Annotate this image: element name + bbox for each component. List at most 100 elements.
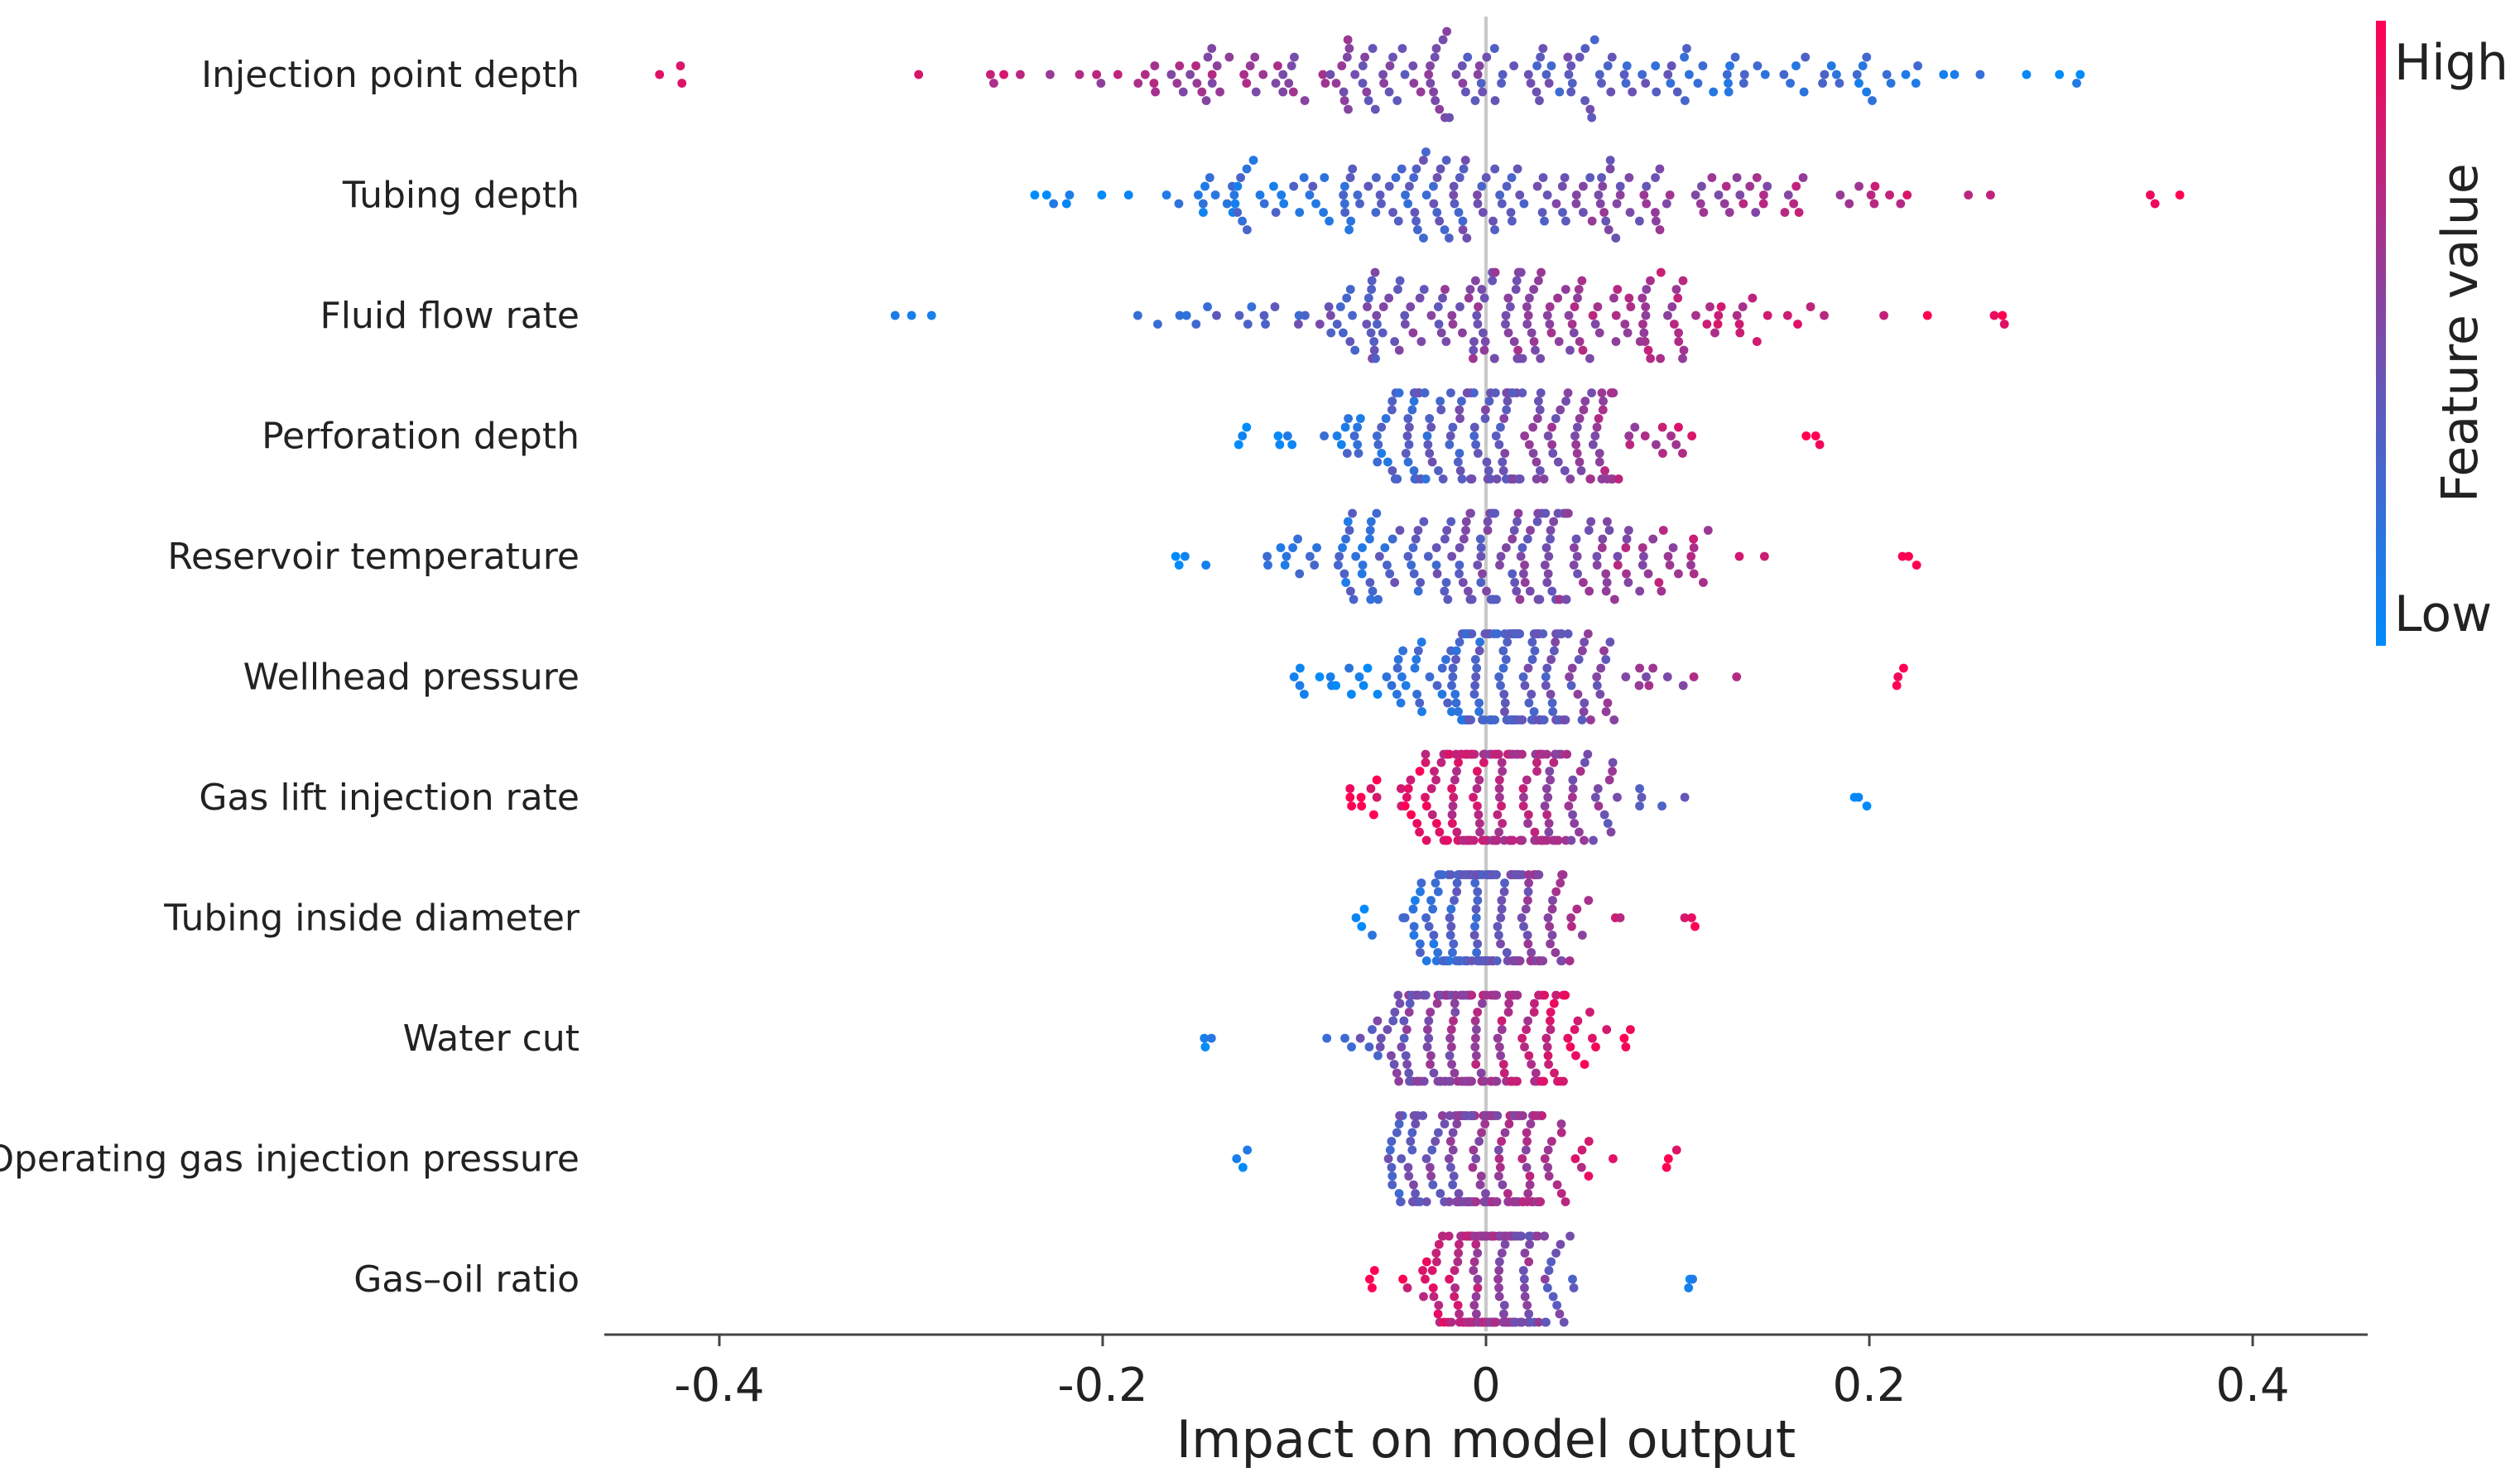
- shap-point: [1200, 1033, 1210, 1043]
- shap-point: [1690, 921, 1700, 931]
- shap-point: [1437, 663, 1447, 673]
- shap-point: [1669, 320, 1679, 329]
- shap-point: [1547, 904, 1557, 914]
- shap-point: [1512, 276, 1522, 286]
- shap-point: [1259, 199, 1269, 209]
- shap-point: [1290, 52, 1299, 62]
- shap-point: [1390, 578, 1400, 587]
- shap-point: [1478, 87, 1488, 97]
- shap-point: [1542, 310, 1552, 320]
- shap-point: [1234, 310, 1244, 320]
- shap-point: [1532, 457, 1541, 467]
- shap-point: [1315, 672, 1325, 681]
- shap-point: [1421, 749, 1431, 759]
- shap-point: [1609, 293, 1618, 303]
- shap-point: [1450, 1068, 1460, 1078]
- shap-point: [1527, 1060, 1537, 1069]
- shap-point: [1548, 896, 1557, 905]
- shap-point: [1191, 61, 1201, 70]
- shap-point: [1543, 431, 1553, 440]
- shap-point: [1714, 310, 1724, 320]
- shap-point: [1181, 310, 1191, 320]
- shap-point: [1545, 767, 1555, 776]
- shap-point: [1437, 1111, 1447, 1120]
- shap-point: [1440, 285, 1450, 294]
- shap-point: [1339, 328, 1348, 338]
- shap-point: [1573, 293, 1582, 303]
- shap-point: [1451, 698, 1461, 708]
- shap-point: [1180, 551, 1190, 561]
- shap-point: [1622, 569, 1631, 579]
- shap-point: [1230, 199, 1240, 209]
- shap-point: [2075, 70, 2085, 79]
- beeswarm-points: [655, 26, 2185, 1327]
- shap-point: [1469, 345, 1479, 355]
- shap-point: [1518, 801, 1528, 811]
- shap-point: [1413, 225, 1422, 234]
- shap-point: [1232, 1154, 1242, 1163]
- shap-point: [1407, 1128, 1417, 1138]
- shap-point: [1540, 561, 1550, 570]
- shap-point: [1542, 810, 1552, 820]
- shap-point: [1998, 310, 2008, 320]
- shap-point: [1473, 896, 1483, 905]
- shap-point: [1488, 276, 1498, 286]
- shap-point: [1520, 578, 1530, 587]
- shap-point: [1519, 1274, 1529, 1284]
- shap-point: [1482, 52, 1492, 62]
- shap-point: [1713, 320, 1723, 329]
- shap-point: [1543, 569, 1553, 579]
- shap-point: [1516, 1231, 1526, 1241]
- shap-point: [1550, 1068, 1559, 1078]
- shap-point: [1568, 1274, 1577, 1284]
- shap-point: [1634, 681, 1644, 690]
- shap-point: [1278, 70, 1288, 79]
- shap-point: [1440, 534, 1450, 544]
- shap-point: [1475, 534, 1485, 544]
- feature-label: Tubing depth: [342, 175, 580, 217]
- shap-point: [1459, 534, 1469, 544]
- shap-point: [1325, 672, 1335, 681]
- shap-point: [1383, 1025, 1392, 1034]
- shap-point: [1465, 285, 1475, 294]
- shap-point: [1429, 939, 1439, 949]
- shap-point: [1428, 1283, 1438, 1292]
- shap-point: [1604, 526, 1614, 535]
- shap-point: [1516, 1317, 1525, 1327]
- shap-point: [1866, 190, 1876, 200]
- shap-point: [1820, 70, 1830, 79]
- shap-point: [1469, 690, 1479, 699]
- shap-point: [1373, 1051, 1383, 1061]
- shap-point: [1385, 1145, 1395, 1155]
- shap-point: [1579, 578, 1588, 587]
- shap-point: [1481, 1189, 1490, 1198]
- shap-point: [1363, 293, 1373, 303]
- shap-point: [1557, 181, 1567, 191]
- shap-point: [676, 61, 685, 70]
- shap-point: [1347, 801, 1357, 811]
- shap-point: [1238, 431, 1248, 440]
- shap-point: [1343, 517, 1353, 527]
- shap-point: [1536, 388, 1546, 397]
- shap-point: [1999, 320, 2009, 329]
- shap-point: [1415, 827, 1424, 837]
- shap-point: [1364, 1042, 1374, 1051]
- shap-point: [1287, 440, 1297, 450]
- shap-point: [1320, 79, 1330, 88]
- shap-point: [1420, 388, 1430, 397]
- shap-point: [1493, 810, 1503, 820]
- shap-point: [1500, 1239, 1510, 1249]
- shap-point: [1524, 1309, 1534, 1319]
- colorbar: High Low Feature value: [2376, 21, 2508, 646]
- shap-point: [1365, 534, 1374, 544]
- shap-point: [1569, 328, 1579, 338]
- shap-point: [1470, 276, 1480, 286]
- shap-point: [1563, 508, 1573, 518]
- shap-point: [1565, 345, 1575, 355]
- shap-point: [1425, 414, 1435, 423]
- shap-point: [1384, 293, 1394, 303]
- shap-point: [1331, 681, 1341, 690]
- shap-point: [1556, 629, 1566, 638]
- shap-point: [1394, 1189, 1404, 1198]
- shap-point: [1416, 578, 1426, 587]
